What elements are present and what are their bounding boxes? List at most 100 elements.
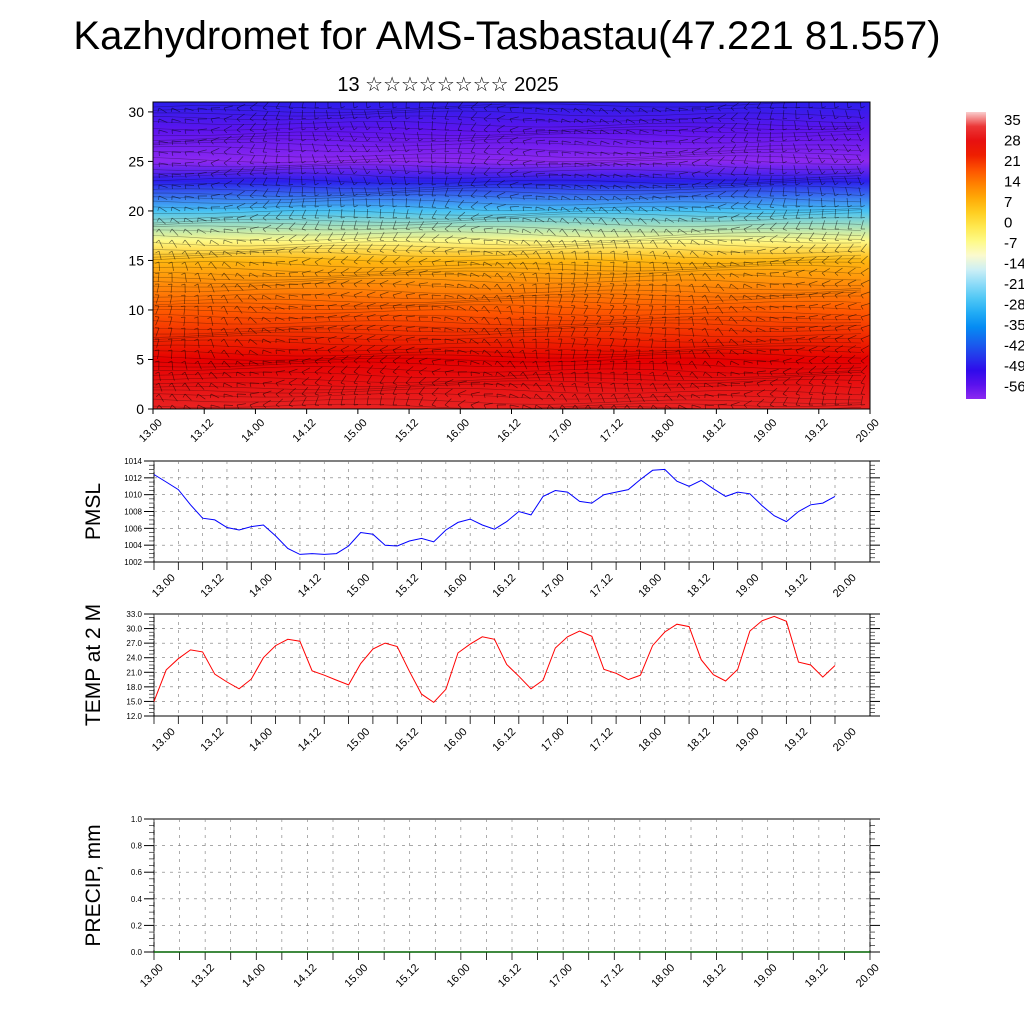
wind-barb xyxy=(366,375,372,384)
wind-barb xyxy=(756,211,764,219)
wind-barb-flag xyxy=(675,349,680,353)
wind-barb xyxy=(650,338,654,348)
wind-barb-flag xyxy=(248,272,251,277)
contour-line xyxy=(153,185,862,194)
wind-barb xyxy=(769,247,779,252)
wind-barb xyxy=(300,143,303,153)
wind-barb-flag xyxy=(665,140,668,145)
wind-barb xyxy=(730,144,737,153)
wind-barb-flag xyxy=(235,272,238,277)
wind-barb xyxy=(336,132,342,142)
wind-barb xyxy=(403,121,407,131)
wind-barb-flag xyxy=(612,107,615,112)
xtick-label: 17.12 xyxy=(598,962,626,990)
wind-barb xyxy=(496,216,507,219)
wind-barb-flag xyxy=(756,217,761,221)
contour-line xyxy=(153,398,862,405)
wind-barb-flag xyxy=(168,250,173,254)
wind-barb-flag xyxy=(571,261,576,264)
wind-barb xyxy=(366,324,376,329)
wind-barb xyxy=(223,204,233,208)
wind-barb-flag xyxy=(431,250,435,255)
wind-barb-flag xyxy=(535,184,538,189)
wind-barb xyxy=(288,121,291,131)
wind-barb xyxy=(535,107,545,111)
wind-barb xyxy=(300,154,303,164)
wind-barb-flag xyxy=(168,360,173,363)
wind-barb xyxy=(600,173,610,178)
wind-barb-flag xyxy=(457,228,462,233)
wind-barb-flag xyxy=(379,239,384,242)
wind-barb xyxy=(444,235,454,241)
heatmap-xtick-label: 16.00 xyxy=(444,417,472,445)
wind-barb xyxy=(743,111,750,120)
wind-barb-flag xyxy=(808,360,813,365)
wind-barb-flag xyxy=(249,162,254,165)
xtick-label: 18.12 xyxy=(700,962,728,990)
wind-barb-flag xyxy=(769,217,774,220)
wind-barb xyxy=(379,279,389,285)
wind-barb-flag xyxy=(182,239,186,244)
wind-barb-flag xyxy=(636,393,641,398)
wind-barb xyxy=(236,215,246,219)
wind-barb-flag xyxy=(560,206,563,211)
wind-barb xyxy=(769,198,775,208)
wind-barb-flag xyxy=(288,371,292,376)
wind-barb-flag xyxy=(379,138,384,142)
wind-barb xyxy=(197,138,207,142)
wind-barb-flag xyxy=(522,195,525,200)
wind-barb-flag xyxy=(496,173,501,177)
wind-barb-flag xyxy=(821,171,826,175)
wind-barb-flag xyxy=(405,261,410,265)
wind-barb-flag xyxy=(275,371,279,376)
ytick-label: 24.0 xyxy=(126,654,142,663)
wind-barb xyxy=(860,255,868,263)
wind-barb xyxy=(795,102,798,109)
wind-barb xyxy=(197,171,207,175)
wind-barb-flag xyxy=(353,171,358,175)
wind-barb-flag xyxy=(573,107,576,112)
wind-barb-flag xyxy=(379,316,383,321)
wind-barb-flag xyxy=(558,360,563,363)
wind-barb xyxy=(626,228,632,237)
wind-barb xyxy=(183,305,186,315)
wind-barb xyxy=(847,208,849,219)
wind-barb-flag xyxy=(597,228,602,233)
wind-barb xyxy=(496,146,505,153)
wind-barb xyxy=(158,118,168,123)
wind-barb-flag xyxy=(340,127,345,131)
wind-barb-flag xyxy=(261,316,264,321)
wind-barb xyxy=(301,348,311,351)
wind-barb-flag xyxy=(730,151,735,154)
wind-barb xyxy=(691,194,701,197)
wind-barb xyxy=(509,126,519,131)
wind-barb xyxy=(509,272,515,281)
wind-barb xyxy=(821,102,823,109)
wind-barb-flag xyxy=(222,371,225,376)
wind-barb xyxy=(288,368,298,373)
wind-barb-flag xyxy=(327,382,332,385)
wind-barb-flag xyxy=(495,371,498,376)
wind-barb-flag xyxy=(664,404,667,409)
wind-barb xyxy=(844,121,849,131)
wind-barb xyxy=(730,392,740,395)
wind-barb xyxy=(794,176,797,186)
wind-barb xyxy=(678,360,683,370)
wind-barb xyxy=(650,294,654,304)
wind-barb xyxy=(717,191,726,197)
wind-barb xyxy=(340,303,350,307)
wind-barb xyxy=(522,327,525,337)
wind-barb xyxy=(769,131,771,142)
wind-barb-flag xyxy=(703,382,706,387)
wind-barb xyxy=(366,267,375,274)
wind-barb xyxy=(379,324,389,329)
wind-barb-flag xyxy=(649,261,654,264)
wind-barb-flag xyxy=(717,404,720,409)
wind-barb xyxy=(806,176,810,186)
wind-barb xyxy=(262,176,268,186)
wind-barb-flag xyxy=(223,151,228,155)
wind-barb xyxy=(314,244,323,252)
wind-barb-flag xyxy=(742,338,745,343)
wind-barb-flag xyxy=(821,338,825,343)
wind-barb-flag xyxy=(288,283,291,288)
